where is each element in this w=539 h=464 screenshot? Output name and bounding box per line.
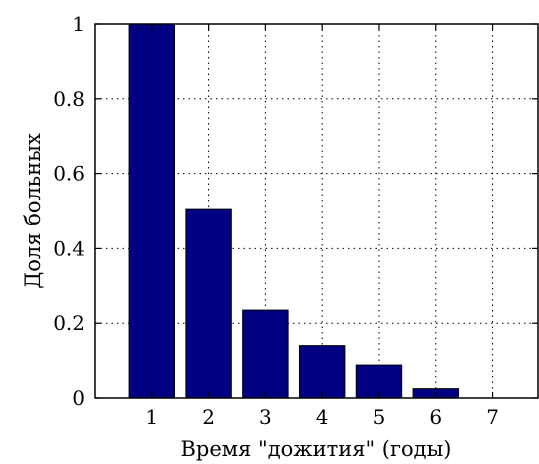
x-tick-label: 2 [202, 405, 215, 429]
y-tick-label: 1 [72, 12, 85, 36]
bar-1 [128, 23, 176, 399]
x-axis-ticks: 1 2 3 4 5 6 7 [145, 24, 499, 429]
bars [128, 23, 459, 399]
x-tick-label: 7 [486, 405, 499, 429]
x-tick-label: 4 [316, 405, 329, 429]
bar-4 [298, 345, 346, 399]
y-axis-label: Доля больных [21, 133, 45, 289]
x-tick-label: 6 [429, 405, 442, 429]
x-axis-label: Время "дожития" (годы) [181, 437, 452, 461]
x-tick-label: 5 [373, 405, 386, 429]
bar-3 [242, 309, 289, 399]
y-tick-label: 0.4 [53, 236, 85, 260]
plot-frame [94, 23, 539, 399]
y-tick-label: 0.2 [53, 311, 85, 335]
bar-2 [185, 208, 232, 399]
x-tick-label: 1 [145, 405, 158, 429]
y-tick-label: 0.8 [53, 87, 85, 111]
y-tick-label: 0 [72, 386, 85, 410]
x-tick-label: 3 [259, 405, 272, 429]
y-tick-label: 0.6 [53, 162, 85, 186]
y-axis-ticks: 0 0.2 0.4 0.6 0.8 1 [53, 12, 538, 410]
